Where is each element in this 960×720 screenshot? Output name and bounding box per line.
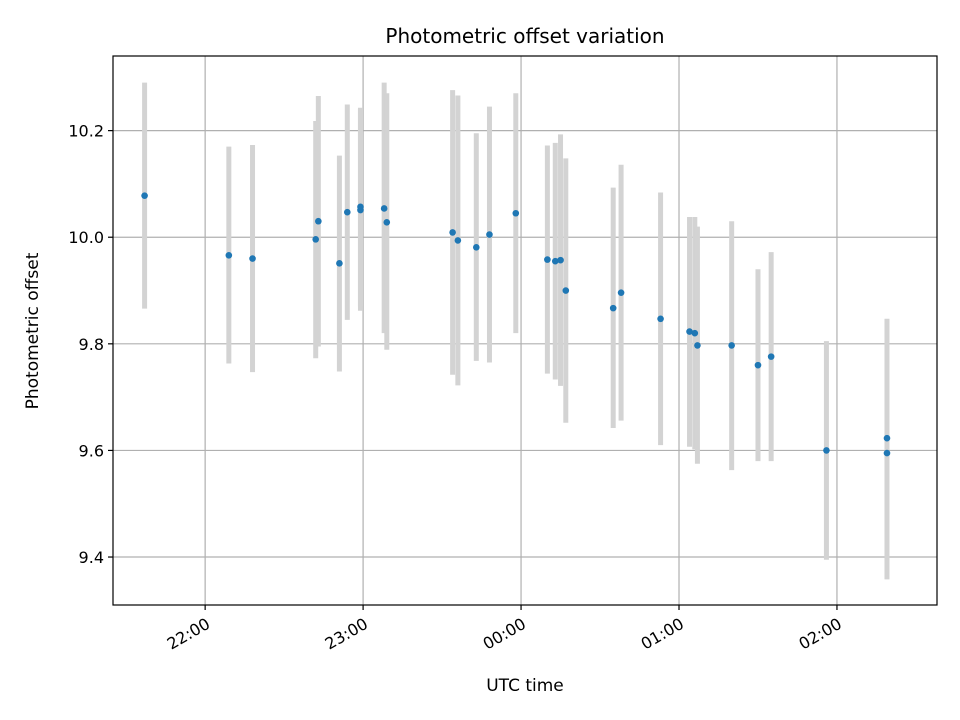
data-point	[141, 192, 148, 199]
y-tick-label: 9.4	[79, 548, 104, 567]
data-point	[694, 342, 701, 349]
y-axis-title: Photometric offset	[23, 252, 43, 409]
data-point	[512, 209, 520, 217]
data-point	[767, 353, 775, 360]
data-point	[454, 237, 462, 244]
data-point	[691, 329, 699, 337]
data-point	[312, 236, 320, 243]
data-point	[728, 342, 735, 349]
data-point	[883, 449, 891, 457]
x-axis-title: UTC time	[486, 676, 564, 696]
plot-frame	[112, 55, 938, 606]
data-point	[449, 229, 456, 236]
data-point	[544, 256, 551, 263]
data-point	[609, 304, 617, 312]
data-point	[344, 208, 351, 216]
data-point	[562, 287, 570, 294]
data-point	[557, 256, 564, 264]
chart-title: Photometric offset variation	[385, 24, 664, 48]
data-point	[551, 257, 559, 265]
data-point	[336, 260, 343, 267]
data-points	[141, 192, 891, 457]
data-point	[357, 206, 364, 214]
data-point	[486, 231, 493, 238]
y-tick-label: 10.2	[68, 122, 104, 141]
data-point	[249, 255, 256, 262]
data-point	[315, 217, 322, 225]
data-point	[383, 218, 391, 226]
data-point	[883, 434, 891, 442]
data-point	[657, 315, 664, 323]
y-tick-label: 9.8	[79, 335, 104, 354]
data-point	[823, 447, 830, 454]
y-tick-label: 9.6	[79, 441, 104, 460]
data-point	[380, 205, 388, 212]
data-point	[225, 252, 233, 259]
data-point	[686, 328, 693, 335]
data-point	[472, 244, 480, 251]
y-tick-label: 10.0	[68, 228, 104, 247]
data-point	[617, 289, 625, 296]
data-point	[754, 361, 762, 369]
